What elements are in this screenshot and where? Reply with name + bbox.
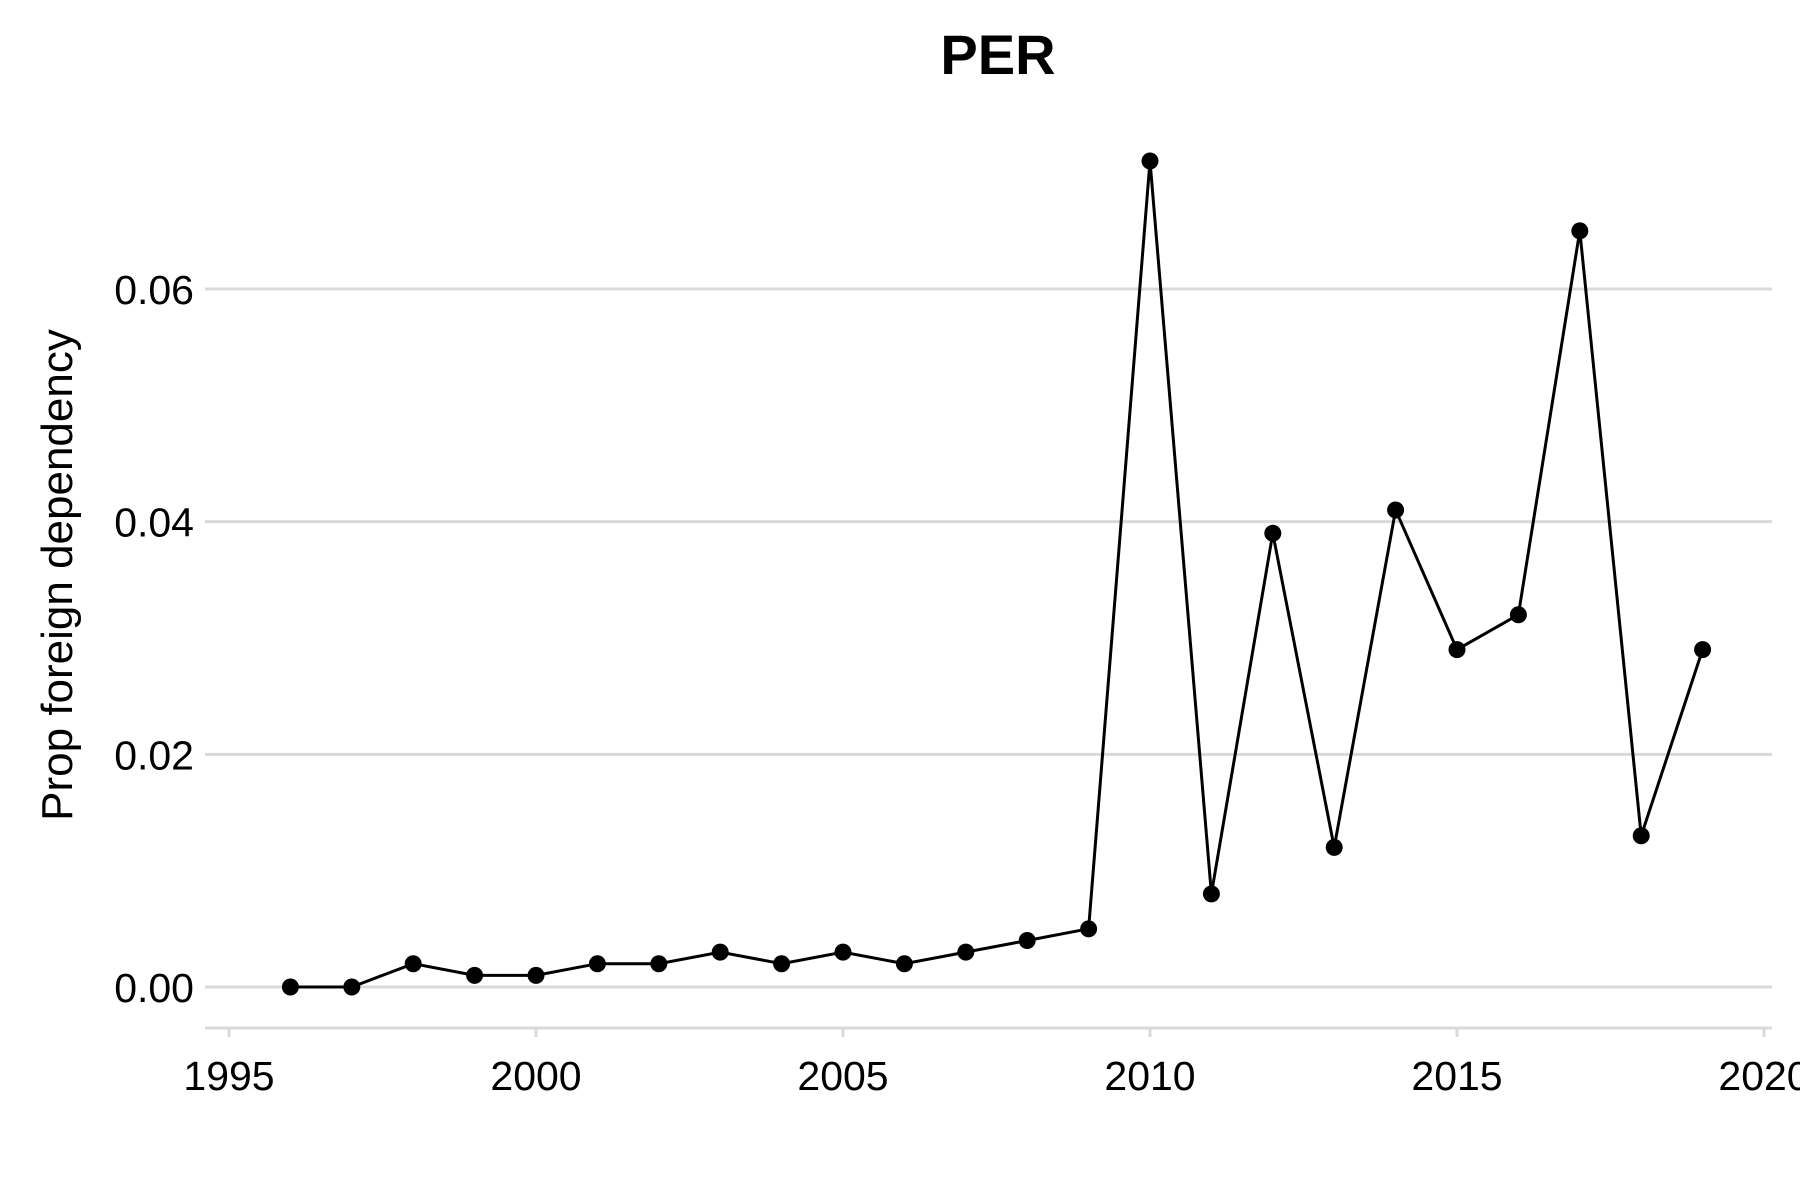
data-point: [1509, 606, 1527, 624]
data-point: [1202, 885, 1220, 903]
data-point: [404, 955, 422, 973]
y-tick-label: 0.06: [114, 267, 194, 313]
y-axis-label: Prop foreign dependency: [33, 329, 82, 821]
x-tick-label: 2010: [1104, 1053, 1195, 1099]
x-tick-label: 2015: [1411, 1053, 1502, 1099]
data-point: [1018, 931, 1036, 949]
data-point: [957, 943, 975, 961]
data-point: [1448, 641, 1466, 659]
x-axis-ticks: 1995 2000 2005 2010 2015 2020: [183, 1053, 1800, 1099]
y-tick-label: 0.00: [114, 965, 194, 1011]
data-point: [343, 978, 361, 996]
data-point: [1694, 641, 1712, 659]
chart-title: PER: [940, 23, 1055, 86]
data-point: [588, 955, 606, 973]
data-point: [834, 943, 852, 961]
x-axis: [205, 1026, 1772, 1037]
data-point: [1387, 501, 1405, 519]
data-point: [895, 955, 913, 973]
data-point: [466, 966, 484, 984]
data-point: [1632, 827, 1650, 845]
data-point: [1571, 222, 1589, 240]
data-point: [527, 966, 545, 984]
y-axis-ticks: 0.00 0.02 0.04 0.06: [114, 267, 194, 1011]
y-tick-label: 0.02: [114, 732, 194, 778]
data-point: [1080, 920, 1098, 938]
y-tick-label: 0.04: [114, 500, 194, 546]
data-point: [1264, 524, 1282, 542]
data-point: [1141, 152, 1159, 170]
data-point: [1325, 838, 1343, 856]
x-tick-label: 2000: [490, 1053, 581, 1099]
data-point: [281, 978, 299, 996]
x-tick-label: 2005: [797, 1053, 888, 1099]
data-point: [773, 955, 791, 973]
x-tick-label: 2020: [1718, 1053, 1800, 1099]
series-line: [290, 160, 1705, 989]
data-point: [650, 955, 668, 973]
data-point: [711, 943, 729, 961]
x-tick-label: 1995: [183, 1053, 274, 1099]
gridlines: [205, 287, 1772, 989]
series: [281, 152, 1712, 996]
